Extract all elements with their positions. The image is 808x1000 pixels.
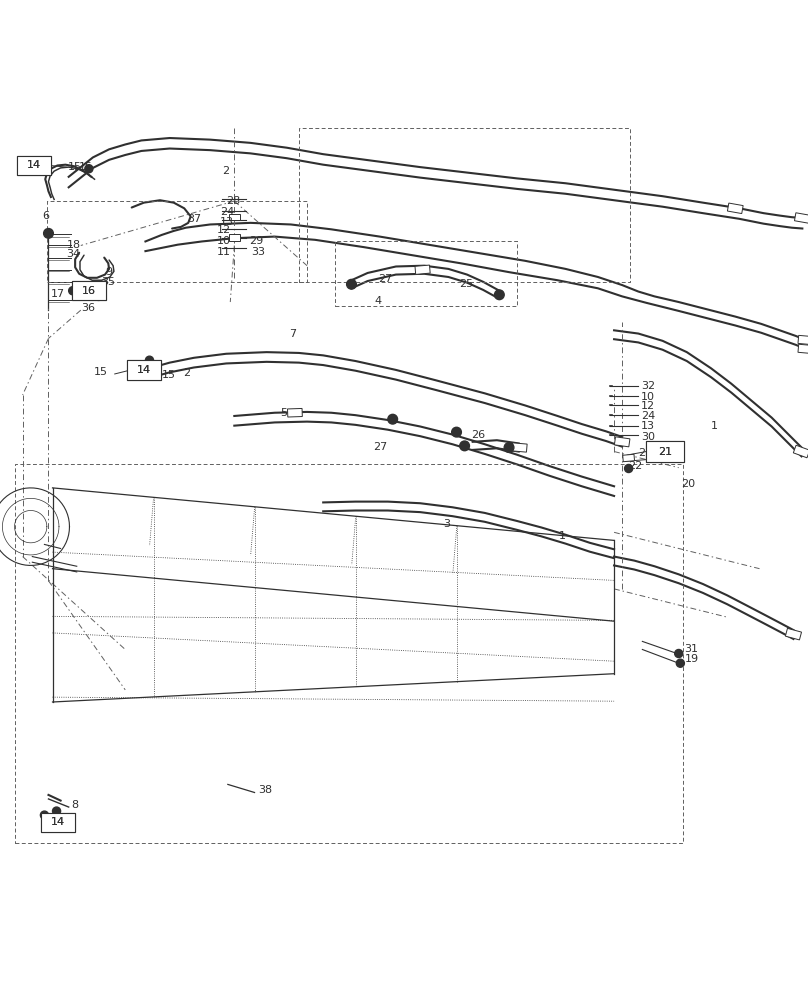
- Text: 12: 12: [641, 401, 654, 411]
- Text: 15: 15: [94, 367, 107, 377]
- Text: 4: 4: [375, 296, 382, 306]
- Text: 11: 11: [217, 247, 230, 257]
- Circle shape: [94, 291, 103, 300]
- Circle shape: [145, 356, 154, 364]
- Circle shape: [44, 229, 53, 238]
- Bar: [623, 454, 634, 462]
- Text: 30: 30: [641, 432, 654, 442]
- FancyBboxPatch shape: [127, 360, 161, 380]
- Text: 14: 14: [27, 160, 41, 170]
- Circle shape: [388, 414, 398, 424]
- Circle shape: [452, 427, 461, 437]
- Text: 13: 13: [220, 217, 234, 227]
- FancyBboxPatch shape: [41, 813, 75, 832]
- Bar: [288, 408, 302, 417]
- Text: 14: 14: [27, 160, 41, 170]
- Text: 13: 13: [641, 421, 654, 431]
- Circle shape: [494, 290, 504, 300]
- Circle shape: [69, 287, 77, 295]
- Text: 17: 17: [51, 289, 65, 299]
- Text: 9: 9: [105, 267, 112, 277]
- Bar: [727, 203, 743, 214]
- Text: 3: 3: [443, 519, 450, 529]
- Text: 21: 21: [658, 447, 672, 457]
- Text: 19: 19: [684, 654, 698, 664]
- Bar: [798, 344, 808, 354]
- Text: 27: 27: [373, 442, 388, 452]
- Text: 16: 16: [82, 286, 96, 296]
- Text: 1: 1: [559, 531, 566, 541]
- Text: 29: 29: [249, 236, 263, 246]
- FancyBboxPatch shape: [17, 156, 51, 175]
- Bar: [785, 628, 802, 640]
- Text: 20: 20: [681, 479, 695, 489]
- Text: 14: 14: [51, 817, 65, 827]
- Text: 16: 16: [82, 286, 96, 296]
- Text: 15: 15: [79, 162, 93, 172]
- Text: 32: 32: [641, 381, 654, 391]
- Text: 5: 5: [280, 408, 288, 418]
- Text: 15: 15: [162, 370, 175, 380]
- FancyBboxPatch shape: [127, 360, 161, 380]
- Bar: [614, 437, 630, 447]
- Text: 37: 37: [187, 214, 201, 224]
- Text: 22: 22: [629, 461, 643, 471]
- Text: 38: 38: [259, 785, 272, 795]
- Text: 15: 15: [53, 820, 66, 830]
- Circle shape: [40, 811, 48, 819]
- Text: 34: 34: [66, 249, 80, 259]
- Circle shape: [85, 165, 93, 173]
- FancyBboxPatch shape: [646, 441, 684, 462]
- Text: 27: 27: [378, 274, 393, 284]
- Text: 2: 2: [183, 368, 191, 378]
- Text: 24: 24: [641, 411, 655, 421]
- Text: 28: 28: [226, 196, 241, 206]
- Circle shape: [676, 659, 684, 667]
- Text: 23: 23: [638, 448, 652, 458]
- Bar: [798, 335, 808, 345]
- Bar: [794, 213, 808, 223]
- Text: 2: 2: [222, 166, 229, 176]
- Circle shape: [625, 464, 633, 473]
- Text: 10: 10: [641, 392, 654, 402]
- Text: 12: 12: [217, 225, 230, 235]
- Text: 25: 25: [459, 279, 473, 289]
- Bar: [793, 445, 808, 458]
- Text: 15: 15: [68, 162, 82, 172]
- Circle shape: [53, 807, 61, 815]
- Text: 6: 6: [42, 211, 49, 221]
- Text: 26: 26: [471, 430, 485, 440]
- FancyBboxPatch shape: [72, 281, 106, 300]
- Text: 35: 35: [101, 277, 115, 287]
- FancyBboxPatch shape: [41, 813, 75, 832]
- Circle shape: [504, 443, 514, 452]
- Text: 18: 18: [67, 240, 81, 250]
- Circle shape: [675, 649, 683, 658]
- Text: 33: 33: [251, 247, 265, 257]
- Text: 14: 14: [137, 365, 151, 375]
- Text: 24: 24: [220, 207, 234, 217]
- Text: 31: 31: [684, 644, 698, 654]
- FancyBboxPatch shape: [17, 156, 51, 175]
- Bar: [512, 443, 527, 452]
- Text: 10: 10: [217, 236, 230, 246]
- Text: 7: 7: [289, 329, 297, 339]
- Text: 36: 36: [81, 303, 95, 313]
- FancyBboxPatch shape: [72, 281, 106, 300]
- Circle shape: [347, 279, 356, 289]
- Text: 21: 21: [658, 447, 672, 457]
- Text: 14: 14: [137, 365, 151, 375]
- Bar: [229, 234, 240, 241]
- FancyBboxPatch shape: [646, 441, 684, 462]
- Text: 8: 8: [71, 800, 78, 810]
- Bar: [229, 214, 240, 220]
- Text: 1: 1: [711, 421, 718, 431]
- Circle shape: [460, 441, 469, 451]
- Bar: [415, 265, 430, 274]
- Text: 14: 14: [51, 817, 65, 827]
